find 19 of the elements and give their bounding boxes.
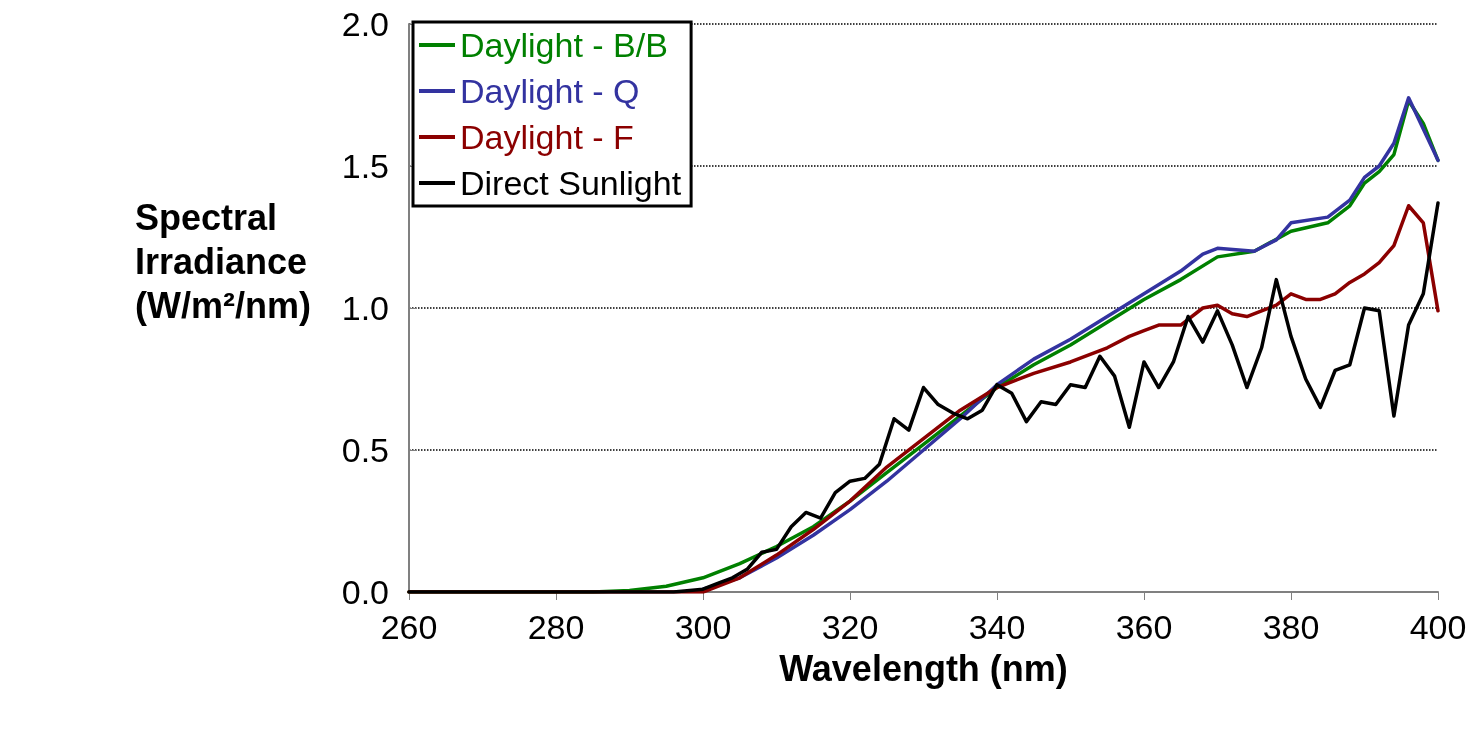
x-axis-title: Wavelength (nm)	[779, 647, 1068, 689]
legend-label: Daylight - Q	[460, 72, 640, 110]
y-tick-label: 2.0	[341, 5, 389, 43]
x-tick-label: 320	[821, 608, 879, 646]
y-tick-label: 1.5	[341, 147, 389, 185]
y-tick-label: 0.0	[341, 573, 389, 611]
legend-label: Direct Sunlight	[460, 164, 682, 202]
x-tick-label: 380	[1262, 608, 1320, 646]
y-axis-title: Spectral Irradiance (W/m²/nm)	[135, 196, 311, 326]
x-tick-label: 400	[1409, 608, 1467, 646]
y-tick-label: 0.5	[341, 431, 389, 469]
x-tick-label: 300	[674, 608, 732, 646]
legend-label: Daylight - B/B	[460, 26, 668, 64]
x-tick-label: 360	[1115, 608, 1173, 646]
y-tick-label: 1.0	[341, 289, 389, 327]
x-tick-label: 340	[968, 608, 1026, 646]
x-tick-label: 260	[380, 608, 438, 646]
x-tick-label: 280	[527, 608, 585, 646]
legend-label: Daylight - F	[460, 118, 634, 156]
